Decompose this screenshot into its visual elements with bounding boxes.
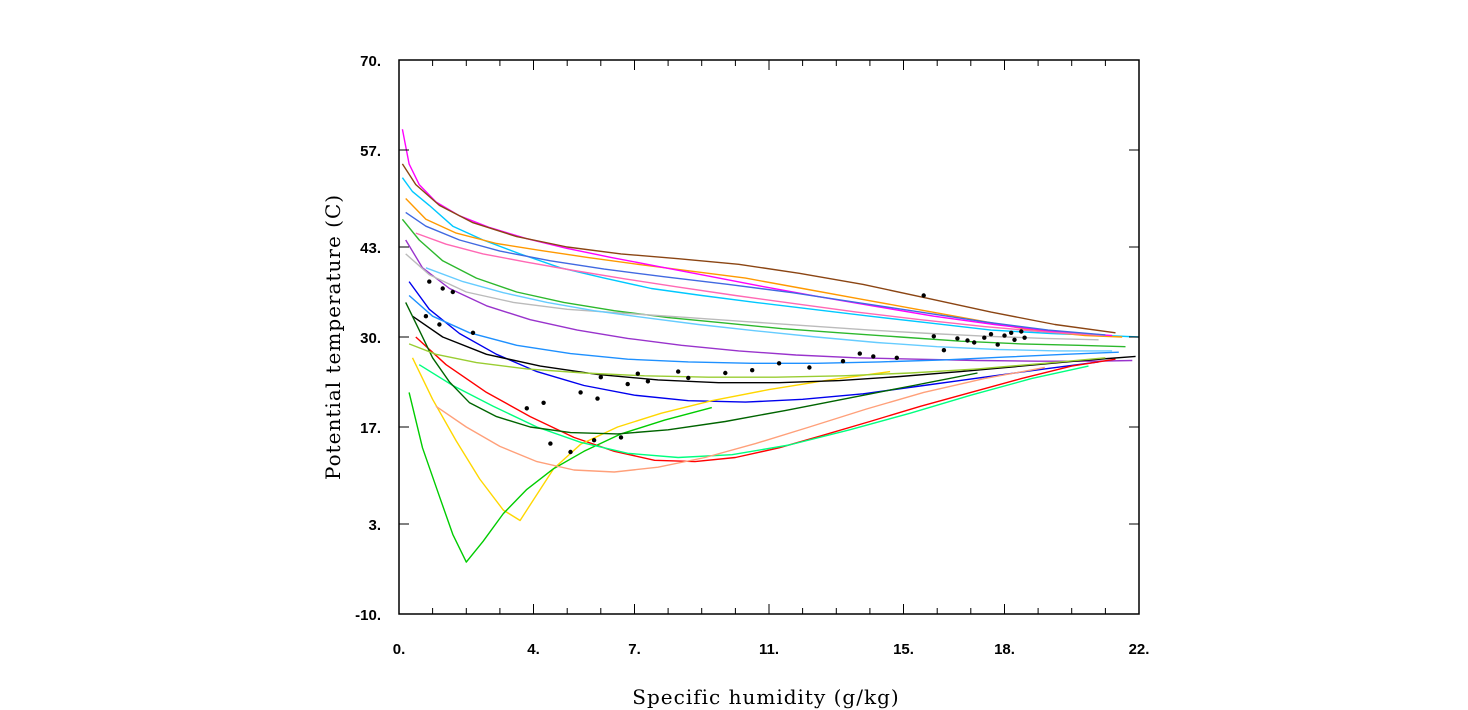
series-line-7 — [411, 357, 891, 522]
data-point-17 — [921, 293, 926, 298]
data-point-27 — [591, 438, 597, 443]
x-tick-label: 18. — [994, 641, 1015, 658]
data-point-31 — [982, 335, 987, 340]
data-point-10 — [686, 375, 691, 381]
data-point-41 — [995, 342, 1000, 347]
series-line-11 — [412, 315, 1136, 384]
data-point-3 — [450, 289, 455, 295]
series-line-6 — [415, 336, 1116, 463]
data-point-40 — [965, 338, 970, 343]
x-tick-labels: 0. 4. 7. 11. 15. 18. 22. — [393, 641, 1150, 658]
x-tick-label: 11. — [759, 641, 779, 658]
series-line-14 — [408, 294, 1119, 364]
series-line-5 — [408, 281, 1099, 403]
data-point-30 — [595, 396, 600, 401]
data-point-35 — [776, 361, 782, 366]
series-line-10 — [405, 253, 1099, 341]
x-tick-label: 0. — [393, 641, 406, 658]
series-line-12 — [418, 364, 1089, 459]
data-point-26 — [568, 449, 573, 455]
y-axis-title: Potential temperature (C) — [321, 194, 345, 480]
data-point-14 — [840, 359, 846, 364]
series-line-9 — [401, 129, 1113, 337]
data-point-15 — [871, 354, 876, 359]
plot-frame — [398, 59, 1140, 615]
data-point-20 — [972, 340, 977, 345]
data-point-2 — [440, 286, 445, 291]
series-line-4 — [405, 239, 1133, 362]
data-point-34 — [676, 369, 681, 374]
series-line-16 — [415, 232, 1106, 337]
series-line-18 — [435, 366, 1045, 473]
data-point-32 — [1009, 330, 1014, 335]
y-tick-label: 43. — [360, 240, 381, 257]
series-line-3 — [401, 218, 1126, 348]
series-line-17 — [425, 267, 1113, 352]
series-line-8 — [408, 392, 712, 563]
data-point-22 — [1002, 333, 1007, 338]
data-point-28 — [618, 435, 624, 440]
data-point-39 — [857, 351, 862, 356]
x-tick-label: 4. — [527, 641, 540, 658]
data-point-21 — [988, 332, 994, 337]
series-line-19 — [405, 211, 1106, 336]
series-line-13 — [401, 163, 1116, 334]
data-point-36 — [524, 406, 529, 411]
tick-layer — [398, 59, 1140, 615]
marker-layer — [423, 279, 1027, 455]
series-line-1 — [401, 177, 1139, 338]
data-point-5 — [437, 322, 442, 327]
y-tick-label: 30. — [360, 330, 381, 347]
x-axis-title: Specific humidity (g/kg) — [632, 685, 899, 709]
data-point-42 — [1019, 329, 1024, 334]
series-line-15 — [405, 302, 978, 435]
x-tick-label: 22. — [1129, 641, 1150, 658]
y-tick-labels: -10. 3. 17. 30. 43. 57. 70. — [355, 53, 381, 624]
y-tick-label: -10. — [355, 607, 381, 624]
y-tick-label: 57. — [360, 143, 381, 160]
data-point-37 — [598, 375, 603, 380]
data-point-19 — [955, 336, 960, 341]
y-tick-label: 3. — [368, 517, 381, 534]
y-tick-label: 70. — [360, 53, 381, 70]
data-point-25 — [548, 441, 553, 446]
data-point-38 — [635, 371, 640, 376]
data-point-16 — [894, 355, 899, 360]
y-tick-label: 17. — [360, 420, 381, 437]
data-point-8 — [625, 381, 630, 387]
data-point-9 — [645, 379, 651, 384]
data-point-4 — [423, 314, 429, 319]
data-point-12 — [750, 368, 755, 373]
data-point-24 — [1022, 335, 1027, 340]
data-point-7 — [578, 390, 583, 395]
data-point-29 — [541, 400, 546, 405]
data-point-18 — [931, 334, 936, 339]
data-point-11 — [723, 370, 728, 376]
data-point-33 — [941, 348, 947, 353]
x-tick-label: 15. — [893, 641, 914, 658]
series-line-20 — [408, 343, 1106, 378]
data-point-1 — [427, 279, 432, 284]
data-point-13 — [807, 365, 812, 370]
x-tick-label: 7. — [628, 641, 641, 658]
data-point-23 — [1012, 337, 1017, 342]
data-point-6 — [470, 330, 476, 335]
series-layer — [401, 129, 1139, 563]
